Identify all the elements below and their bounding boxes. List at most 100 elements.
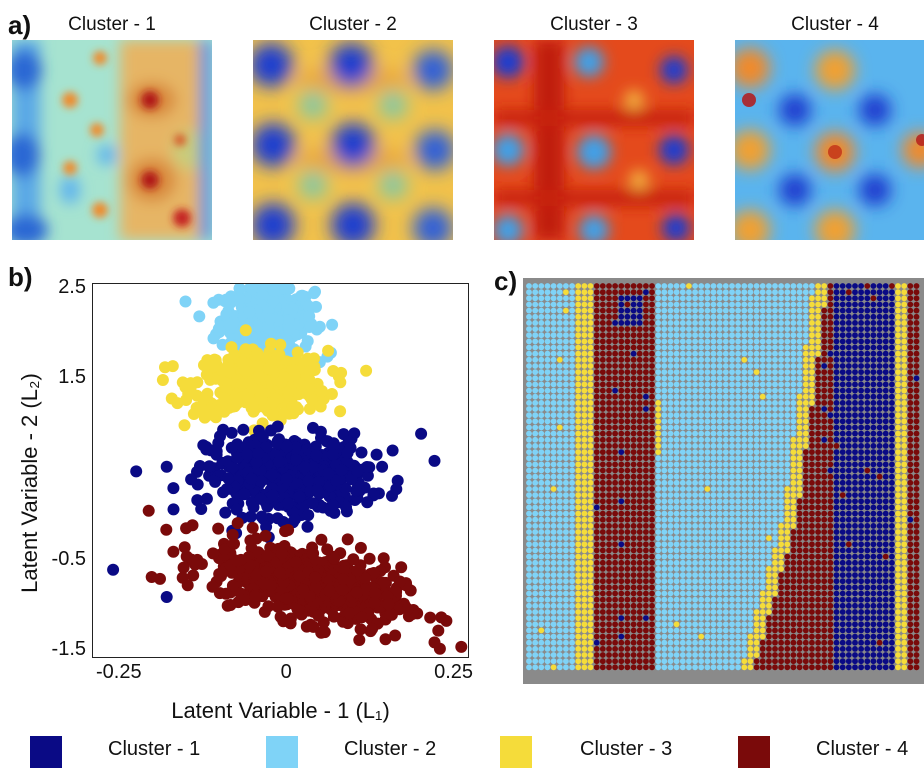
atom-site xyxy=(630,338,637,345)
atom-site xyxy=(759,584,766,591)
atom-site xyxy=(575,449,582,455)
atom-site xyxy=(612,387,618,394)
atom-site xyxy=(606,289,612,296)
atom-site xyxy=(766,381,772,388)
atom-site xyxy=(796,356,803,363)
atom-site xyxy=(741,461,748,468)
atom-site xyxy=(587,664,594,671)
atom-site xyxy=(673,356,680,363)
atom-site xyxy=(704,375,711,382)
atom-site xyxy=(821,523,828,529)
atom-site xyxy=(692,363,698,369)
atom-site xyxy=(772,504,778,511)
atom-site xyxy=(735,523,741,529)
atom-site xyxy=(821,363,828,369)
atom-site xyxy=(741,602,748,609)
atom-site xyxy=(679,338,686,345)
atom-site xyxy=(587,498,594,505)
atom-site xyxy=(716,467,723,474)
atom-site xyxy=(815,387,821,394)
atom-site xyxy=(649,350,655,357)
atom-site xyxy=(612,449,618,455)
atom-site xyxy=(538,393,545,400)
atom-site xyxy=(710,510,717,517)
data-point xyxy=(289,441,302,453)
atom-site xyxy=(673,553,680,560)
atom-site xyxy=(661,430,668,437)
atom-site xyxy=(550,455,557,462)
atom-site xyxy=(815,356,821,363)
atom-site xyxy=(606,363,612,369)
atom-site xyxy=(563,529,569,535)
atom-site xyxy=(772,449,778,455)
atom-site xyxy=(550,400,557,406)
atom-site xyxy=(716,381,723,388)
atom-site xyxy=(649,430,655,437)
atom-site xyxy=(759,535,766,541)
atom-site xyxy=(809,572,815,578)
atom-site xyxy=(753,646,760,652)
atom-site xyxy=(556,393,563,400)
atom-site xyxy=(673,658,680,665)
atom-site xyxy=(587,436,594,443)
atom-site xyxy=(710,320,717,326)
atom-site xyxy=(692,627,698,634)
atom-site xyxy=(809,553,815,560)
atom-site xyxy=(710,332,717,339)
atom-site xyxy=(569,424,575,431)
atom-site xyxy=(679,350,686,357)
atom-site xyxy=(766,523,772,529)
atom-site xyxy=(624,652,631,658)
atom-site xyxy=(784,313,791,320)
atom-site xyxy=(673,516,680,523)
atom-site xyxy=(569,449,575,455)
atom-site xyxy=(778,627,784,634)
atom-site xyxy=(735,473,741,480)
atom-site xyxy=(698,584,705,591)
heatmap-cluster-4 xyxy=(735,40,924,240)
atom-site xyxy=(556,449,563,455)
atom-site xyxy=(759,646,766,652)
atom-site xyxy=(563,633,569,640)
atom-site xyxy=(766,356,772,363)
atom-site xyxy=(729,449,735,455)
atom-site xyxy=(606,553,612,560)
atom-site xyxy=(661,559,668,566)
data-point xyxy=(355,611,368,624)
atom-site xyxy=(698,652,705,658)
atom-site xyxy=(802,627,809,634)
atom-site xyxy=(710,338,717,345)
atom-site xyxy=(618,307,625,314)
atom-site xyxy=(649,363,655,369)
atom-site xyxy=(802,547,809,554)
atom-site xyxy=(636,633,643,640)
atom-site xyxy=(643,301,649,308)
atom-site xyxy=(766,590,772,597)
atom-site xyxy=(593,430,600,437)
atom-site xyxy=(532,664,539,671)
atom-site xyxy=(587,492,594,498)
atom-site xyxy=(698,313,705,320)
atom-site xyxy=(612,283,618,289)
atom-site xyxy=(587,578,594,585)
data-point xyxy=(251,360,264,373)
atom-site xyxy=(821,443,828,449)
atom-site xyxy=(630,467,637,474)
atom-site xyxy=(741,473,748,480)
atom-site xyxy=(784,572,791,578)
atom-site xyxy=(532,529,539,535)
heatmap-title-4: Cluster - 4 xyxy=(791,14,879,35)
atom-site xyxy=(526,609,532,615)
atom-site xyxy=(698,369,705,375)
atom-site xyxy=(704,486,711,492)
atom-site xyxy=(735,486,741,492)
atom-site xyxy=(550,356,557,363)
atom-site xyxy=(569,639,575,646)
atom-site xyxy=(618,436,625,443)
atom-site xyxy=(618,449,625,455)
atom-site xyxy=(741,436,748,443)
atom-site xyxy=(544,529,551,535)
atom-site xyxy=(661,332,668,339)
atom-site xyxy=(686,449,692,455)
atom-site xyxy=(569,658,575,665)
